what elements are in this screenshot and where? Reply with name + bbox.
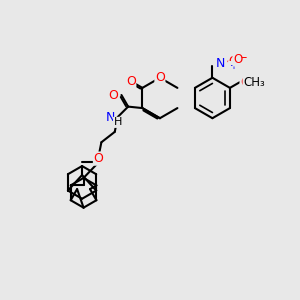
Text: O: O [233, 53, 242, 66]
Text: N: N [216, 57, 225, 70]
Text: –: – [241, 51, 247, 64]
Text: N: N [216, 57, 225, 70]
Text: +: + [229, 61, 237, 71]
Text: O: O [240, 76, 250, 89]
Text: O: O [155, 71, 165, 84]
Text: CH₃: CH₃ [243, 76, 265, 89]
Text: O: O [109, 88, 118, 101]
Text: H: H [113, 117, 122, 128]
Text: O: O [94, 152, 103, 165]
Text: O: O [126, 75, 136, 88]
Text: O: O [229, 55, 238, 68]
Text: N: N [105, 110, 115, 124]
